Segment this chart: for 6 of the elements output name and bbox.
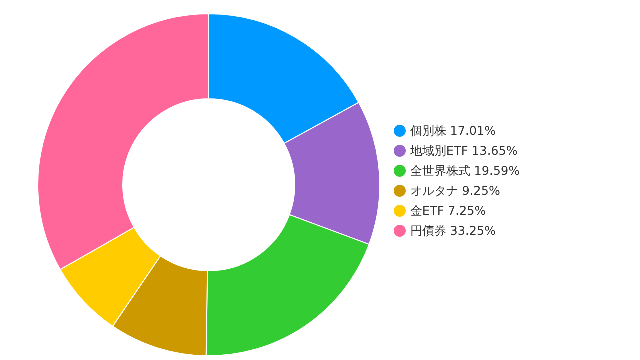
- legend-label: 全世界株式 19.59%: [410, 164, 520, 178]
- legend-label: 円債券 33.25%: [410, 224, 496, 238]
- legend-label: 地域別ETF 13.65%: [410, 144, 518, 158]
- legend-label: 個別株 17.01%: [410, 124, 496, 138]
- legend-label: 金ETF 7.25%: [410, 204, 486, 218]
- legend-label: オルタナ 9.25%: [410, 184, 500, 198]
